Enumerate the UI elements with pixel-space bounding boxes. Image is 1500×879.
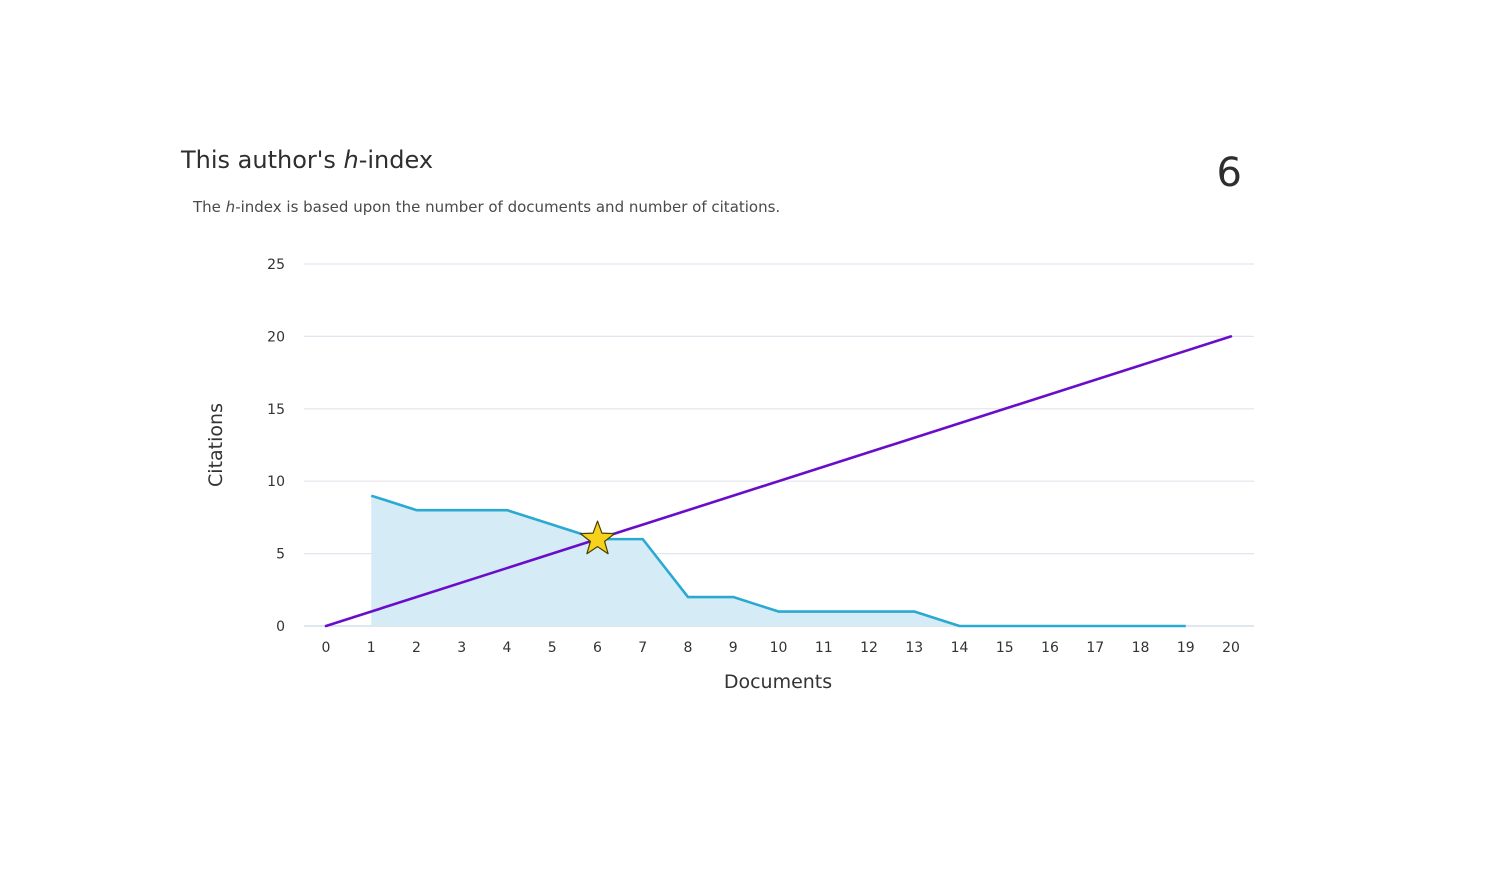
citations-area-fill [371,495,1186,626]
x-tick-label: 20 [1222,640,1240,656]
x-tick-label: 17 [1086,640,1104,656]
y-axis-ticks: 0 5 10 15 20 25 [267,257,285,635]
h-index-value: 6 [1216,150,1242,196]
y-tick-label: 20 [267,329,285,345]
diagonal-line-series [324,335,1233,628]
x-tick-label: 7 [638,640,647,656]
diagonal-line [324,335,1233,628]
x-tick-label: 5 [548,640,557,656]
x-tick-label: 15 [996,640,1014,656]
star-icon [579,520,616,555]
x-tick-label: 18 [1132,640,1150,656]
x-tick-label: 14 [951,640,969,656]
x-tick-label: 2 [412,640,421,656]
y-axis-label: Citations [205,403,227,487]
y-tick-label: 10 [267,474,285,490]
x-axis-label: Documents [724,671,832,693]
x-tick-label: 8 [684,640,693,656]
x-tick-label: 12 [860,640,878,656]
x-tick-label: 9 [729,640,738,656]
x-tick-label: 0 [322,640,331,656]
chart-description: The h-index is based upon the number of … [193,198,781,216]
y-tick-label: 0 [276,619,285,635]
page-title: This author's h-index [181,146,434,174]
x-tick-label: 19 [1177,640,1195,656]
x-tick-label: 13 [905,640,923,656]
x-tick-label: 6 [593,640,602,656]
x-tick-label: 16 [1041,640,1059,656]
x-axis-ticks: 0 1 2 3 4 5 6 7 8 9 10 11 12 13 14 15 16 17 18 19 20 [322,640,1240,656]
x-tick-label: 10 [770,640,788,656]
y-tick-label: 15 [267,402,285,418]
h-index-marker [579,520,616,555]
x-tick-label: 3 [457,640,466,656]
citations-area-series [370,494,1186,628]
x-tick-label: 4 [503,640,512,656]
x-tick-label: 1 [367,640,376,656]
y-tick-label: 5 [276,547,285,563]
x-tick-label: 11 [815,640,833,656]
y-tick-label: 25 [267,257,285,273]
